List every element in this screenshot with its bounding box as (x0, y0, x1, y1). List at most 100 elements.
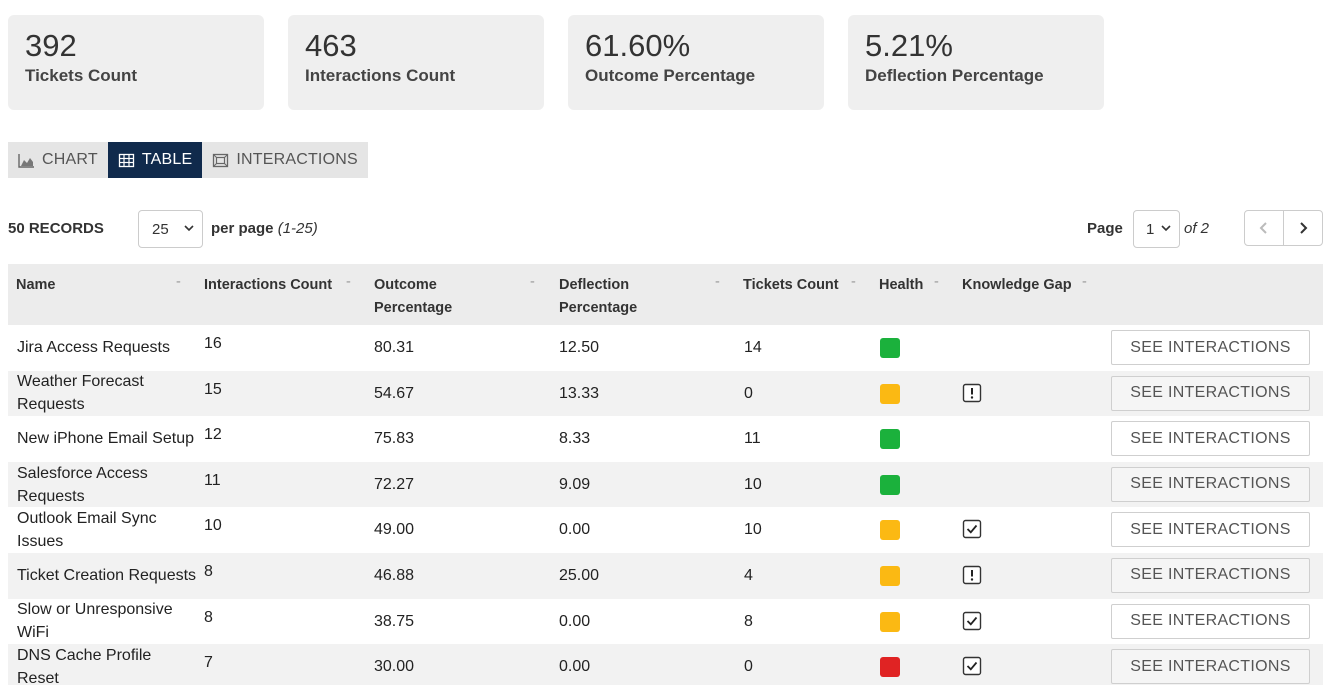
page-label: Page (1087, 220, 1123, 237)
row-deflection-percentage: 13.33 (559, 384, 600, 402)
table-row: Weather Forecast Requests 15 54.67 13.33 0 SE… (8, 370, 1323, 417)
health-indicator (880, 383, 900, 404)
row-interactions-count: 15 (204, 380, 222, 398)
table-row: Salesforce Access Requests 11 72.27 9.09 10 S… (8, 461, 1323, 508)
row-name: DNS Cache Profile Reset (17, 646, 152, 685)
card-value: 463 (305, 28, 357, 63)
see-interactions-button[interactable]: SEE INTERACTIONS (1111, 421, 1310, 457)
outcome-percentage-card: 61.60% Outcome Percentage (568, 15, 824, 110)
column-header-outcome[interactable]: Outcome Percentage (374, 274, 452, 320)
chevron-right-icon (1300, 222, 1308, 234)
row-interactions-count: 10 (204, 517, 222, 535)
sort-indicator[interactable]: - (1082, 274, 1087, 290)
tab-label: TABLE (141, 151, 193, 168)
row-interactions-count: 7 (204, 654, 213, 672)
records-count: 50 RECORDS (8, 220, 104, 237)
column-header-interactions[interactable]: Interactions Count (204, 277, 333, 293)
health-indicator (880, 338, 900, 358)
per-page-value: 25 (152, 220, 169, 238)
sort-indicator[interactable]: - (346, 274, 351, 290)
table-row: Ticket Creation Requests 8 46.88 25.00 4 SEE … (8, 552, 1323, 599)
row-outcome-percentage: 49.00 (374, 521, 415, 539)
table-header: Name - Interactions Count - Outcome Perc… (8, 264, 1323, 325)
card-label: Deflection Percentage (865, 66, 1044, 85)
tickets-count-card: 392 Tickets Count (8, 15, 264, 110)
see-interactions-button[interactable]: SEE INTERACTIONS (1111, 512, 1310, 548)
tab-label: INTERACTIONS (236, 151, 358, 168)
row-interactions-count: 11 (204, 471, 221, 489)
view-tabs: CHART TABLE INTERACTIONS (8, 142, 368, 178)
tab-chart[interactable]: CHART (8, 142, 108, 178)
exclamation-icon (962, 383, 982, 402)
next-page-button[interactable] (1283, 211, 1322, 245)
row-deflection-percentage: 25.00 (559, 566, 600, 584)
row-name: Slow or Unresponsive WiFi (17, 601, 173, 642)
column-header-name[interactable]: Name (16, 277, 56, 293)
table-row: DNS Cache Profile Reset 7 30.00 0.00 0 SEE IN… (8, 644, 1323, 685)
tab-interactions[interactable]: INTERACTIONS (202, 142, 368, 178)
sort-indicator[interactable]: - (934, 274, 939, 290)
data-table: Name - Interactions Count - Outcome Perc… (8, 264, 1323, 685)
health-indicator (880, 520, 900, 541)
row-name: Jira Access Requests (17, 339, 170, 357)
column-header-knowledge-gap[interactable]: Knowledge Gap (962, 277, 1072, 293)
row-deflection-percentage: 0.00 (559, 658, 591, 676)
see-interactions-button[interactable]: SEE INTERACTIONS (1111, 649, 1310, 685)
column-header-health[interactable]: Health (879, 277, 924, 293)
row-name: Salesforce Access Requests (17, 464, 148, 505)
row-deflection-percentage: 0.00 (559, 612, 591, 630)
checkbox-checked-icon (962, 656, 982, 676)
health-indicator (880, 657, 900, 678)
row-tickets-count: 0 (744, 658, 753, 676)
tab-table[interactable]: TABLE (107, 142, 203, 178)
sort-indicator[interactable]: - (176, 274, 181, 290)
see-interactions-button[interactable]: SEE INTERACTIONS (1111, 603, 1310, 639)
row-name: Outlook Email Sync Issues (17, 510, 157, 551)
card-label: Outcome Percentage (585, 66, 756, 85)
health-indicator (880, 429, 900, 450)
per-page-select[interactable]: 25 (138, 210, 203, 248)
table-row: Slow or Unresponsive WiFi 8 38.75 0.00 8 SEE … (8, 599, 1323, 645)
interactions-icon (213, 153, 229, 167)
page-select[interactable]: 1 (1133, 210, 1180, 248)
row-outcome-percentage: 54.67 (374, 384, 415, 402)
header-line: Percentage (374, 300, 453, 316)
sort-indicator[interactable]: - (715, 274, 720, 290)
header-line: Outcome (374, 277, 437, 293)
tab-label: CHART (42, 151, 98, 168)
chevron-left-icon (1259, 222, 1267, 234)
row-name: Weather Forecast Requests (17, 373, 144, 414)
row-outcome-percentage: 38.75 (374, 612, 415, 630)
row-outcome-percentage: 46.88 (374, 566, 415, 584)
sort-indicator[interactable]: - (851, 274, 856, 290)
row-outcome-percentage: 72.27 (374, 475, 415, 493)
row-tickets-count: 4 (744, 566, 753, 584)
chevron-down-icon (1161, 225, 1171, 232)
see-interactions-button[interactable]: SEE INTERACTIONS (1111, 375, 1310, 411)
previous-page-button[interactable] (1245, 211, 1283, 245)
see-interactions-button[interactable]: SEE INTERACTIONS (1111, 466, 1310, 502)
row-tickets-count: 10 (744, 475, 762, 493)
card-label: Interactions Count (305, 66, 456, 85)
table-icon (118, 153, 134, 167)
per-page-range: (1-25) (277, 220, 318, 237)
exclamation-icon (962, 565, 982, 585)
row-tickets-count: 11 (744, 430, 761, 448)
row-outcome-percentage: 30.00 (374, 658, 415, 676)
column-header-deflection[interactable]: Deflection Percentage (559, 274, 637, 320)
card-label: Tickets Count (25, 66, 138, 85)
row-outcome-percentage: 80.31 (374, 339, 415, 356)
see-interactions-button[interactable]: SEE INTERACTIONS (1111, 330, 1310, 365)
row-deflection-percentage: 12.50 (559, 339, 600, 356)
table-row: Jira Access Requests 16 80.31 12.50 14 SEE IN… (8, 325, 1323, 371)
row-tickets-count: 8 (744, 612, 753, 630)
column-header-tickets[interactable]: Tickets Count (743, 277, 839, 293)
row-deflection-percentage: 8.33 (559, 430, 591, 448)
interactions-count-card: 463 Interactions Count (288, 15, 544, 110)
see-interactions-button[interactable]: SEE INTERACTIONS (1111, 557, 1310, 593)
pagination-controls (1244, 210, 1323, 246)
checkbox-checked-icon (962, 611, 982, 630)
sort-indicator[interactable]: - (530, 274, 535, 290)
header-line: Deflection (559, 277, 630, 293)
table-row: Outlook Email Sync Issues 10 49.00 0.00 10 SE… (8, 507, 1323, 553)
